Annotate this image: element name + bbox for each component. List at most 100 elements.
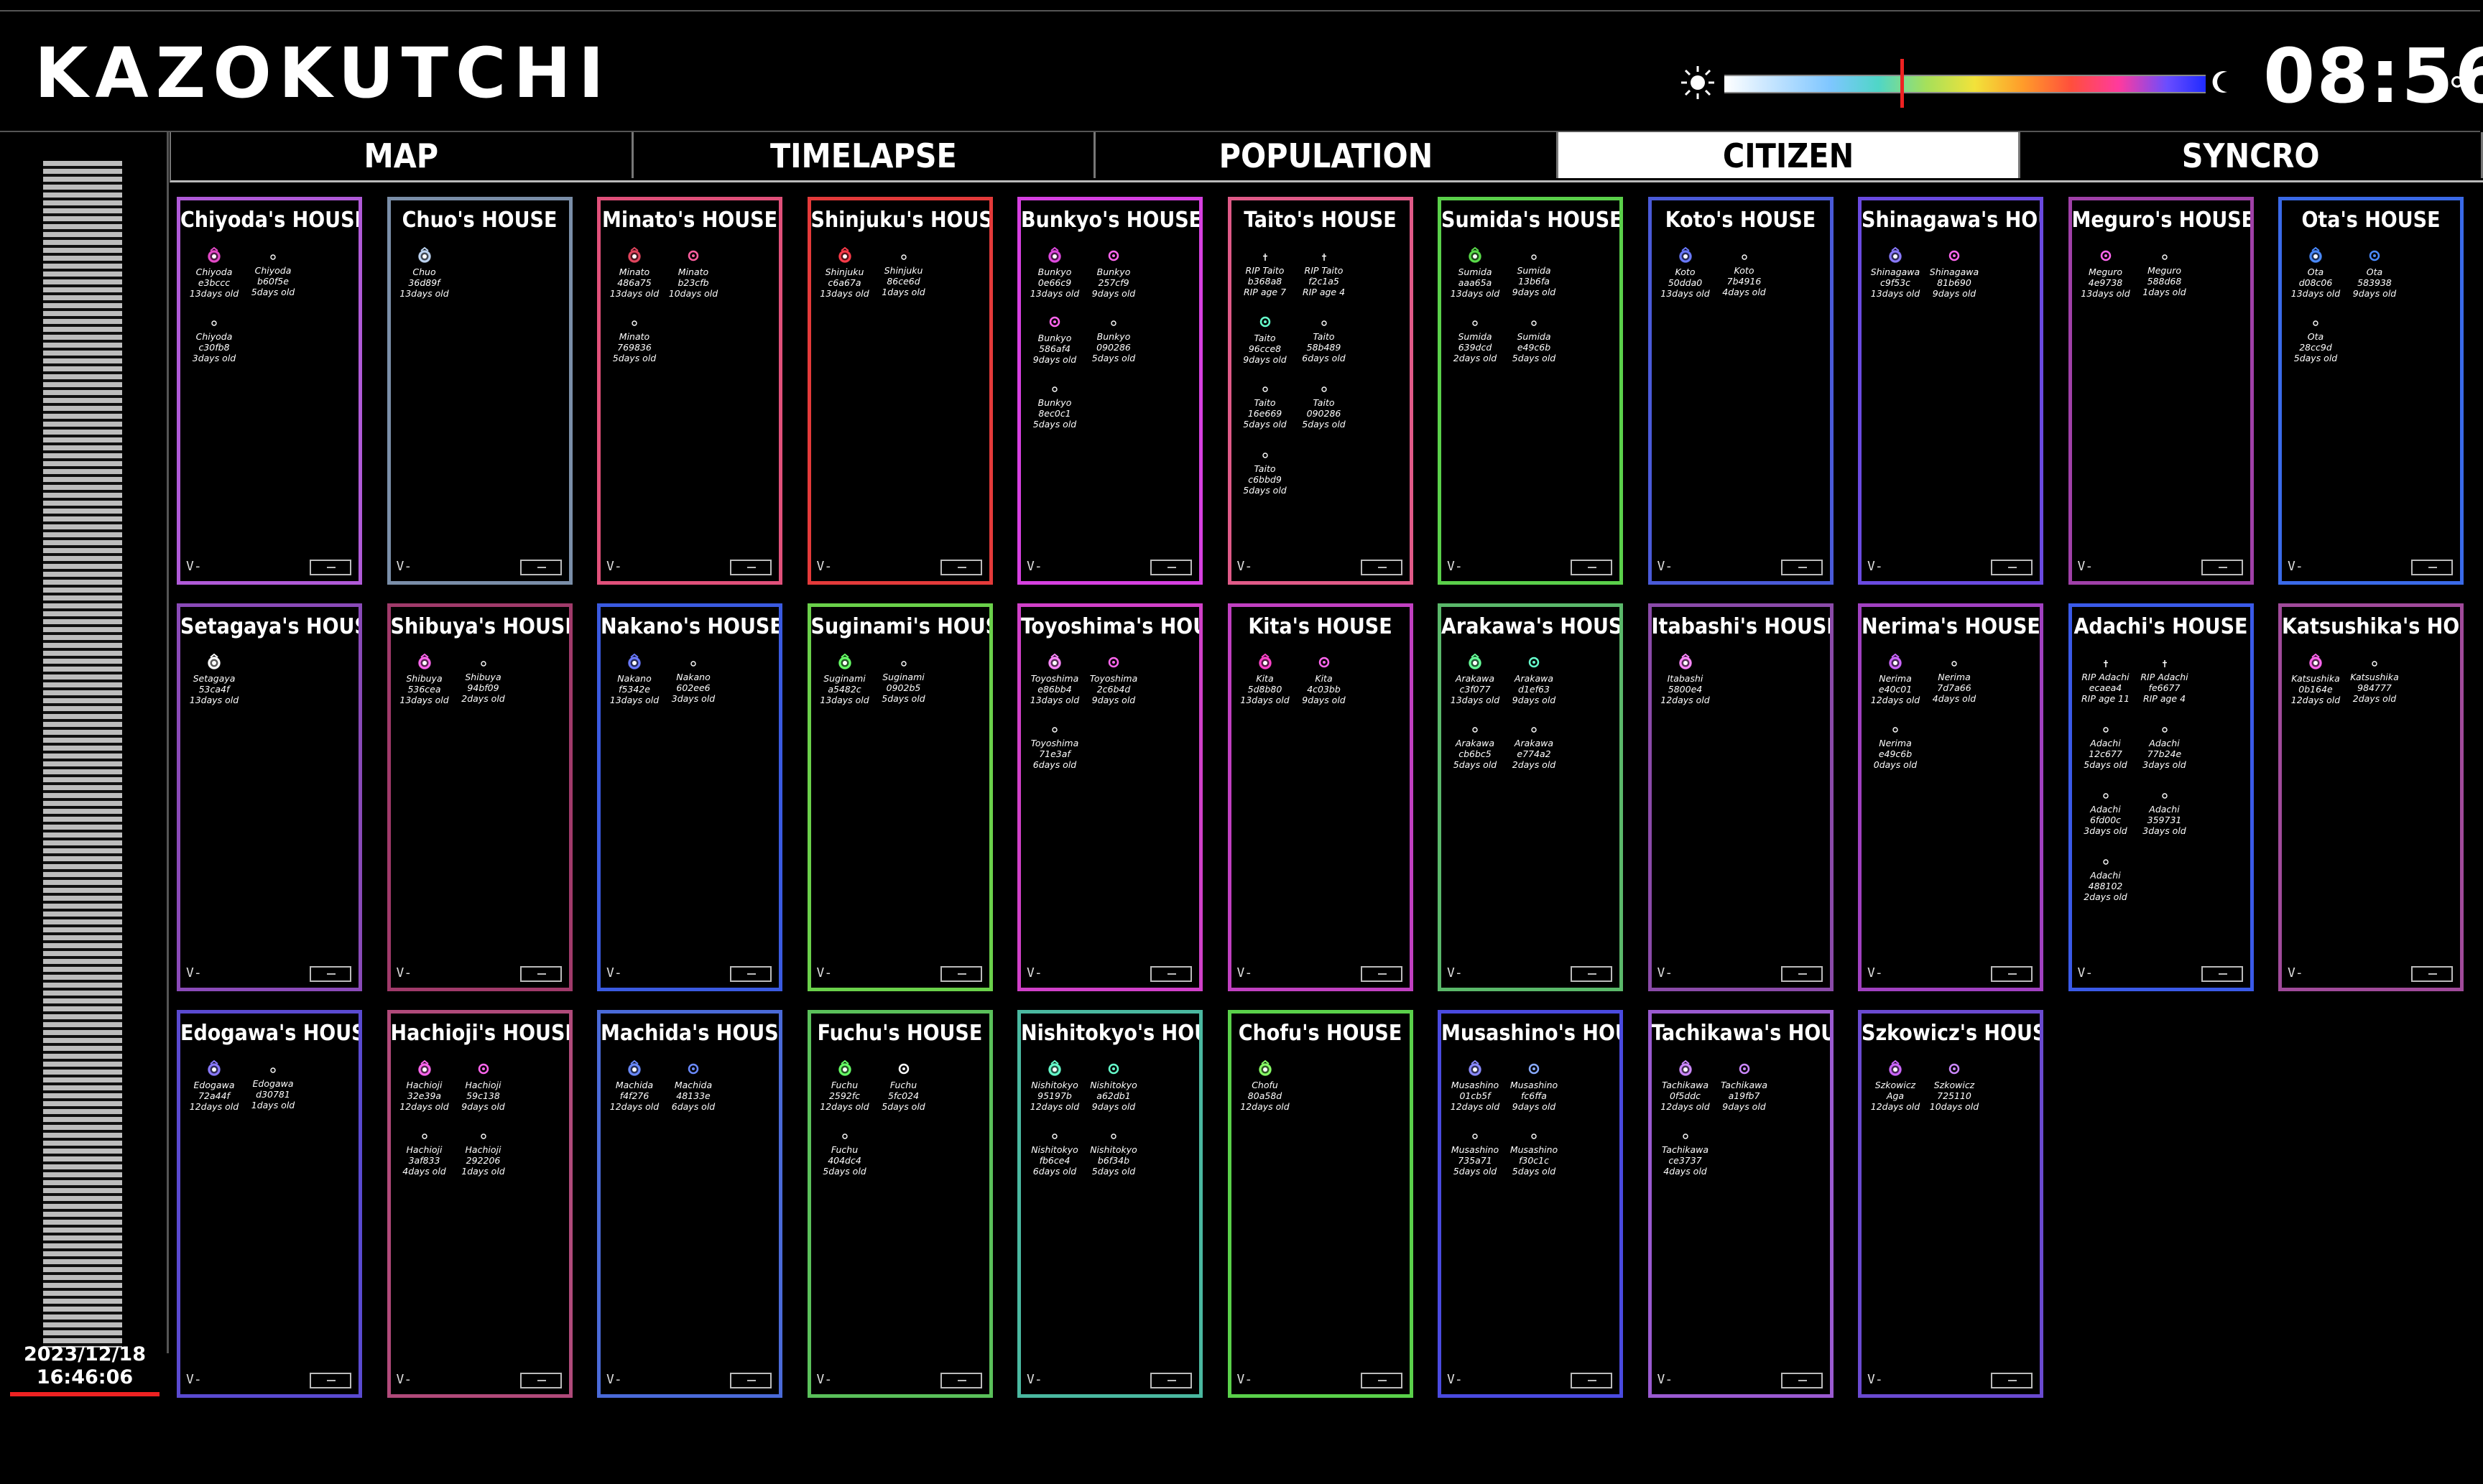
- citizen-item[interactable]: Tachikawa 0f5ddc 12days old: [1656, 1059, 1715, 1126]
- citizen-item[interactable]: Nakano 602ee6 3days old: [664, 653, 723, 719]
- house-card-adachi[interactable]: Adachi's HOUSE RIP Adachi ecaea4 RIP age 11…: [2068, 603, 2254, 991]
- citizen-item[interactable]: Bunkyo 257cf9 9days old: [1084, 246, 1143, 312]
- house-expand-button[interactable]: [1780, 560, 1823, 575]
- citizen-item[interactable]: RIP Taito b368a8 RIP age 7: [1236, 246, 1295, 312]
- time-of-day-marker[interactable]: [1900, 59, 1904, 108]
- citizen-item[interactable]: Chofu 80a58d 12days old: [1236, 1059, 1295, 1126]
- citizen-item[interactable]: Tachikawa a19fb7 9days old: [1715, 1059, 1774, 1126]
- house-expand-button[interactable]: [730, 560, 772, 575]
- house-card-fuchu[interactable]: Fuchu's HOUSE Fuchu 2592fc 12days old Fuchu 5…: [807, 1010, 993, 1398]
- house-expand-button[interactable]: [1991, 1373, 2033, 1388]
- citizen-item[interactable]: Kita 5d8b80 13days old: [1236, 653, 1295, 719]
- house-card-chofu[interactable]: Chofu's HOUSE Chofu 80a58d 12days old V-: [1227, 1010, 1413, 1398]
- citizen-item[interactable]: Taito 58b489 6days old: [1295, 312, 1354, 379]
- house-card-szkowicz[interactable]: Szkowicz's HOUSESzkowiczAga12days oldSzk…: [1858, 1010, 2043, 1398]
- house-expand-button[interactable]: [1991, 966, 2033, 982]
- citizen-item[interactable]: Shibuya 94bf09 2days old: [454, 653, 513, 719]
- house-card-tachikawa[interactable]: Tachikawa's HOUSETachikawa0f5ddc12days o…: [1647, 1010, 1834, 1398]
- citizen-item[interactable]: Szkowicz Aga 12days old: [1866, 1059, 1925, 1126]
- house-card-koto[interactable]: Koto's HOUSE Koto 50dda0 13days old Koto 7b49…: [1647, 197, 1834, 585]
- citizen-item[interactable]: RIP Adachi fe6677 RIP age 4: [2135, 653, 2194, 719]
- citizen-item[interactable]: Koto 7b4916 4days old: [1715, 246, 1774, 312]
- tab-citizen[interactable]: CITIZEN: [1558, 132, 2021, 178]
- house-card-shinjuku[interactable]: Shinjuku's HOUSE Shinjuku c6a67a 13days old…: [807, 197, 993, 585]
- house-expand-button[interactable]: [519, 1373, 562, 1388]
- house-card-minato[interactable]: Minato's HOUSE Minato 486a75 13days old Mina…: [597, 197, 782, 585]
- house-expand-button[interactable]: [2411, 560, 2453, 575]
- citizen-item[interactable]: Minato 769836 5days old: [605, 312, 664, 379]
- citizen-item[interactable]: Taito c6bbd9 5days old: [1236, 445, 1295, 511]
- citizen-item[interactable]: Shinagawa c9f53c 13days old: [1866, 246, 1925, 312]
- house-expand-button[interactable]: [1360, 560, 1402, 575]
- citizen-item[interactable]: Ota d08c06 13days old: [2286, 246, 2345, 312]
- house-expand-button[interactable]: [2201, 966, 2243, 982]
- house-card-arakawa[interactable]: Arakawa's HOUSE Arakawa c3f077 13days old Ar…: [1438, 603, 1623, 991]
- house-expand-button[interactable]: [1360, 1373, 1402, 1388]
- house-expand-button[interactable]: [310, 966, 351, 982]
- citizen-item[interactable]: Musashino 735a71 5days old: [1446, 1126, 1504, 1192]
- citizen-item[interactable]: Adachi 488102 2days old: [2076, 851, 2135, 917]
- house-expand-button[interactable]: [1780, 966, 1823, 982]
- citizen-item[interactable]: Adachi 12c677 5days old: [2076, 719, 2135, 785]
- house-card-bunkyo[interactable]: Bunkyo's HOUSE Bunkyo 0e66c9 13days old Bunk…: [1017, 197, 1203, 585]
- house-expand-button[interactable]: [940, 1373, 982, 1388]
- citizen-item[interactable]: Sumida e49c6b 5days old: [1504, 312, 1563, 379]
- house-expand-button[interactable]: [310, 560, 351, 575]
- citizen-item[interactable]: Adachi 359731 3days old: [2135, 785, 2194, 851]
- citizen-item[interactable]: Arakawa e774a2 2days old: [1504, 719, 1563, 785]
- house-expand-button[interactable]: [1571, 560, 1612, 575]
- citizen-item[interactable]: Nerima e40c01 12days old: [1866, 653, 1925, 719]
- citizen-item[interactable]: Musashino 01cb5f 12days old: [1446, 1059, 1504, 1126]
- citizen-item[interactable]: Fuchu 404dc4 5days old: [815, 1126, 874, 1192]
- citizen-item[interactable]: Tachikawa ce3737 4days old: [1656, 1126, 1715, 1192]
- citizen-item[interactable]: Katsushika 0b164e 12days old: [2286, 653, 2345, 719]
- tab-map[interactable]: MAP: [171, 132, 634, 178]
- house-card-shibuya[interactable]: Shibuya's HOUSE Shibuya 536cea 13days old Sh…: [387, 603, 573, 991]
- citizen-item[interactable]: Minato 486a75 13days old: [605, 246, 664, 312]
- citizen-item[interactable]: Adachi 77b24e 3days old: [2135, 719, 2194, 785]
- tab-syncro[interactable]: SYNCRO: [2020, 132, 2483, 178]
- citizen-item[interactable]: Nishitokyo 95197b 12days old: [1025, 1059, 1084, 1126]
- citizen-item[interactable]: Bunkyo 0e66c9 13days old: [1025, 246, 1084, 312]
- citizen-item[interactable]: Hachioji 59c138 9days old: [454, 1059, 513, 1126]
- house-card-musashino[interactable]: Musashino's HOUSEMusashino01cb5f12days o…: [1438, 1010, 1623, 1398]
- citizen-item[interactable]: Taito 16e669 5days old: [1236, 379, 1295, 445]
- house-card-ota[interactable]: Ota's HOUSE Ota d08c06 13days old Ota 583938 9…: [2278, 197, 2464, 585]
- citizen-item[interactable]: Taito 96cce8 9days old: [1236, 312, 1295, 379]
- house-expand-button[interactable]: [940, 966, 982, 982]
- day-night-spectrum-bar[interactable]: [1724, 75, 2206, 93]
- house-expand-button[interactable]: [1150, 560, 1192, 575]
- citizen-item[interactable]: Shinjuku c6a67a 13days old: [815, 246, 874, 312]
- house-expand-button[interactable]: [310, 1373, 351, 1388]
- house-card-nishitokyo[interactable]: Nishitokyo's HOUSENishitokyo95197b12days…: [1017, 1010, 1203, 1398]
- citizen-item[interactable]: Chiyoda b60f5e 5days old: [244, 246, 302, 312]
- citizen-item[interactable]: Bunkyo 586af4 9days old: [1025, 312, 1084, 379]
- house-card-nerima[interactable]: Nerima's HOUSE Nerima e40c01 12days old Neri…: [1858, 603, 2043, 991]
- tab-timelapse[interactable]: TIMELAPSE: [634, 132, 1096, 178]
- house-card-katsushika[interactable]: Katsushika's HOUSEKatsushika0b164e12days…: [2278, 603, 2464, 991]
- citizen-item[interactable]: Szkowicz 725110 10days old: [1925, 1059, 1984, 1126]
- house-card-shinagawa[interactable]: Shinagawa's HOUSEShinagawac9f53c13days o…: [1858, 197, 2043, 585]
- citizen-item[interactable]: Itabashi 5800e4 12days old: [1656, 653, 1715, 719]
- citizen-item[interactable]: Shibuya 536cea 13days old: [395, 653, 454, 719]
- house-expand-button[interactable]: [1571, 1373, 1612, 1388]
- house-card-toyoshima[interactable]: Toyoshima's HOUSEToyoshimae86bb413days o…: [1017, 603, 1203, 991]
- house-expand-button[interactable]: [1150, 1373, 1192, 1388]
- citizen-item[interactable]: Suginami 0902b5 5days old: [874, 653, 933, 719]
- citizen-item[interactable]: Nishitokyo fb6ce4 6days old: [1025, 1126, 1084, 1192]
- house-expand-button[interactable]: [2201, 560, 2243, 575]
- house-expand-button[interactable]: [730, 966, 772, 982]
- house-expand-button[interactable]: [2411, 966, 2453, 982]
- citizen-item[interactable]: Bunkyo 090286 5days old: [1084, 312, 1143, 379]
- citizen-item[interactable]: Toyoshima e86bb4 13days old: [1025, 653, 1084, 719]
- citizen-item[interactable]: Taito 090286 5days old: [1295, 379, 1354, 445]
- citizen-item[interactable]: Sumida 13b6fa 9days old: [1504, 246, 1563, 312]
- citizen-item[interactable]: Edogawa d30781 1days old: [244, 1059, 302, 1126]
- citizen-item[interactable]: Shinagawa 81b690 9days old: [1925, 246, 1984, 312]
- citizen-item[interactable]: Hachioji 3af833 4days old: [395, 1126, 454, 1192]
- citizen-item[interactable]: Ota 28cc9d 5days old: [2286, 312, 2345, 379]
- citizen-item[interactable]: Katsushika 984777 2days old: [2345, 653, 2404, 719]
- house-expand-button[interactable]: [1991, 560, 2033, 575]
- house-card-kita[interactable]: Kita's HOUSE Kita 5d8b80 13days old Kita 4c03…: [1227, 603, 1413, 991]
